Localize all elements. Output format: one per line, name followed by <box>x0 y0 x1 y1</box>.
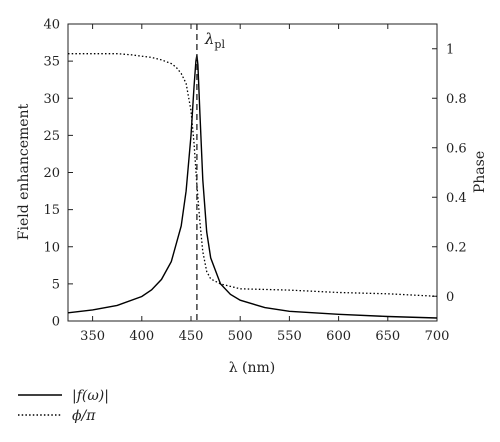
plot-frame <box>67 23 438 322</box>
series-line-phase <box>68 53 438 297</box>
legend-label: |f(ω)| <box>72 388 109 404</box>
y-right-tick-label: 0 <box>446 290 454 305</box>
y-right-tick-label: 0.4 <box>446 191 467 206</box>
y-right-tick-label: 0.6 <box>446 141 467 156</box>
y-left-tick-label: 35 <box>43 55 60 70</box>
x-tick-label: 650 <box>375 329 400 344</box>
legend: |f(ω)| ϕ/π <box>18 388 109 424</box>
y-left-tick-label: 5 <box>52 277 60 292</box>
legend-label: ϕ/π <box>72 408 96 424</box>
x-tick-label: 400 <box>129 329 154 344</box>
resonance-label: λpl <box>204 30 226 51</box>
y-left-tick-label: 0 <box>52 315 60 330</box>
y-right-tick-label: 0.8 <box>446 92 467 107</box>
y-axis-right-title: Phase <box>472 151 488 193</box>
y-left-tick-label: 25 <box>43 129 60 144</box>
x-tick-label: 450 <box>179 329 204 344</box>
y-left-tick-label: 20 <box>43 166 60 181</box>
x-tick-label: 350 <box>80 329 105 344</box>
x-tick-label: 500 <box>228 329 253 344</box>
x-tick-label: 700 <box>425 329 450 344</box>
x-axis-title: λ (nm) <box>229 360 276 376</box>
y-left-tick-label: 40 <box>43 18 60 33</box>
y-axis-left-title: Field enhancement <box>16 103 32 240</box>
x-tick-label: 600 <box>326 329 351 344</box>
series-line-field <box>67 55 438 319</box>
y-left-tick-label: 15 <box>43 203 60 218</box>
y-right-tick-label: 0.2 <box>446 240 467 255</box>
y-left-tick-label: 30 <box>43 92 60 107</box>
x-tick-label: 550 <box>277 329 302 344</box>
y-left-tick-label: 10 <box>43 240 60 255</box>
y-right-tick-label: 1 <box>446 42 454 57</box>
